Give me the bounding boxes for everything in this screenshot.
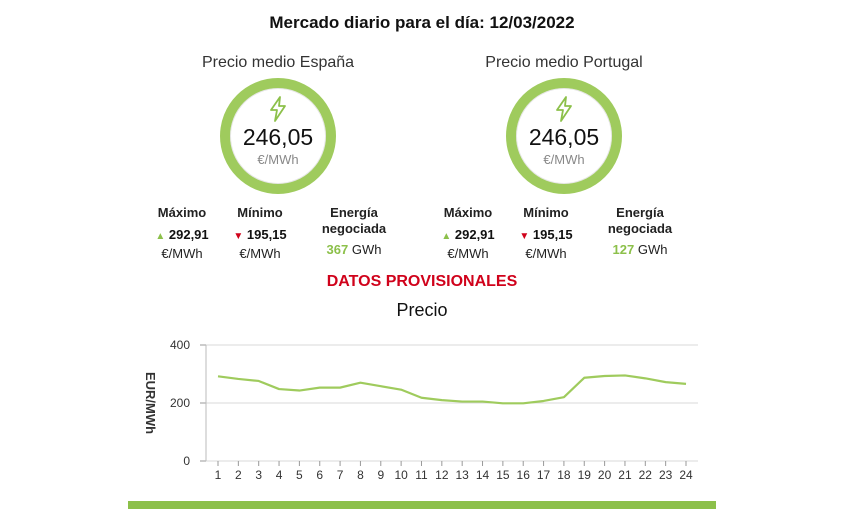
max-label: Máximo xyxy=(443,205,493,220)
x-tick-label: 22 xyxy=(639,468,653,482)
x-tick-label: 4 xyxy=(276,468,283,482)
min-value: 195,15 xyxy=(532,227,573,242)
energy-stat: Energía negociada 127 GWh xyxy=(592,205,688,258)
max-unit: €/MWh xyxy=(447,246,489,261)
market-spain: Precio medio España 246,05 €/MWh Máximo … xyxy=(128,52,428,261)
min-label: Mínimo xyxy=(523,205,569,220)
x-tick-label: 2 xyxy=(235,468,242,482)
lightning-bolt-icon xyxy=(270,96,286,122)
x-tick-label: 16 xyxy=(517,468,531,482)
average-price: 246,05 xyxy=(528,124,600,150)
x-tick-label: 11 xyxy=(415,468,428,482)
max-unit: €/MWh xyxy=(161,246,203,261)
y-tick-label: 400 xyxy=(170,338,190,352)
price-ring: 246,05 €/MWh xyxy=(506,78,622,194)
energy-label-2: negociada xyxy=(321,221,387,236)
up-arrow-icon: ▲ xyxy=(155,231,166,242)
down-arrow-icon: ▼ xyxy=(233,231,244,242)
min-unit: €/MWh xyxy=(239,246,281,261)
y-tick-label: 0 xyxy=(183,454,190,468)
x-tick-label: 18 xyxy=(557,468,571,482)
average-price: 246,05 xyxy=(242,124,314,150)
max-stat: Máximo ▲ 292,91 €/MWh xyxy=(432,205,504,262)
x-tick-label: 10 xyxy=(394,468,408,482)
energy-label-1: Energía xyxy=(330,205,378,220)
price-ring: 246,05 €/MWh xyxy=(220,78,336,194)
x-tick-label: 21 xyxy=(618,468,632,482)
energy-value: 367 xyxy=(326,242,349,257)
x-tick-label: 9 xyxy=(377,468,384,482)
page-title: Mercado diario para el día: 12/03/2022 xyxy=(269,13,575,32)
lightning-bolt-icon xyxy=(556,96,572,122)
market-portugal: Precio medio Portugal 246,05 €/MWh Máxim… xyxy=(414,52,714,261)
x-tick-label: 17 xyxy=(537,468,551,482)
market-name: Precio medio Portugal xyxy=(485,54,643,71)
x-tick-label: 15 xyxy=(496,468,510,482)
provisional-notice: DATOS PROVISIONALES xyxy=(326,273,518,290)
x-tick-label: 7 xyxy=(337,468,344,482)
bottom-accent-bar xyxy=(128,501,716,509)
price-unit: €/MWh xyxy=(257,152,299,167)
x-tick-label: 3 xyxy=(255,468,262,482)
market-stats: Máximo ▲ 292,91 €/MWh Mínimo ▼ 195,15 €/… xyxy=(128,205,428,265)
min-unit: €/MWh xyxy=(525,246,567,261)
min-label: Mínimo xyxy=(237,205,283,220)
price-series-line xyxy=(217,374,687,405)
y-tick-label: 200 xyxy=(170,396,190,410)
min-stat: Mínimo ▼ 195,15 €/MWh xyxy=(510,205,582,262)
min-value: 195,15 xyxy=(246,227,287,242)
energy-unit: GWh xyxy=(351,242,382,257)
x-tick-label: 19 xyxy=(578,468,592,482)
x-tick-label: 24 xyxy=(679,468,693,482)
chart-title: Precio xyxy=(396,300,448,320)
energy-label-2: negociada xyxy=(607,221,673,236)
energy-stat: Energía negociada 367 GWh xyxy=(306,205,402,258)
price-unit: €/MWh xyxy=(543,152,585,167)
max-value: 292,91 xyxy=(454,227,495,242)
x-tick-label: 1 xyxy=(215,468,222,482)
max-value: 292,91 xyxy=(168,227,209,242)
x-tick-label: 6 xyxy=(316,468,323,482)
market-name: Precio medio España xyxy=(201,54,355,71)
max-stat: Máximo ▲ 292,91 €/MWh xyxy=(146,205,218,262)
x-tick-label: 14 xyxy=(476,468,490,482)
energy-unit: GWh xyxy=(637,242,668,257)
up-arrow-icon: ▲ xyxy=(441,231,452,242)
energy-value: 127 xyxy=(612,242,635,257)
x-tick-label: 5 xyxy=(296,468,303,482)
energy-label-1: Energía xyxy=(616,205,664,220)
max-label: Máximo xyxy=(157,205,207,220)
x-tick-label: 13 xyxy=(455,468,469,482)
down-arrow-icon: ▼ xyxy=(519,231,530,242)
x-tick-label: 23 xyxy=(659,468,673,482)
market-stats: Máximo ▲ 292,91 €/MWh Mínimo ▼ 195,15 €/… xyxy=(414,205,714,265)
x-tick-label: 12 xyxy=(435,468,449,482)
min-stat: Mínimo ▼ 195,15 €/MWh xyxy=(224,205,296,262)
y-axis-label: EUR/MWh xyxy=(143,372,158,434)
x-tick-label: 8 xyxy=(357,468,364,482)
x-tick-label: 20 xyxy=(598,468,612,482)
